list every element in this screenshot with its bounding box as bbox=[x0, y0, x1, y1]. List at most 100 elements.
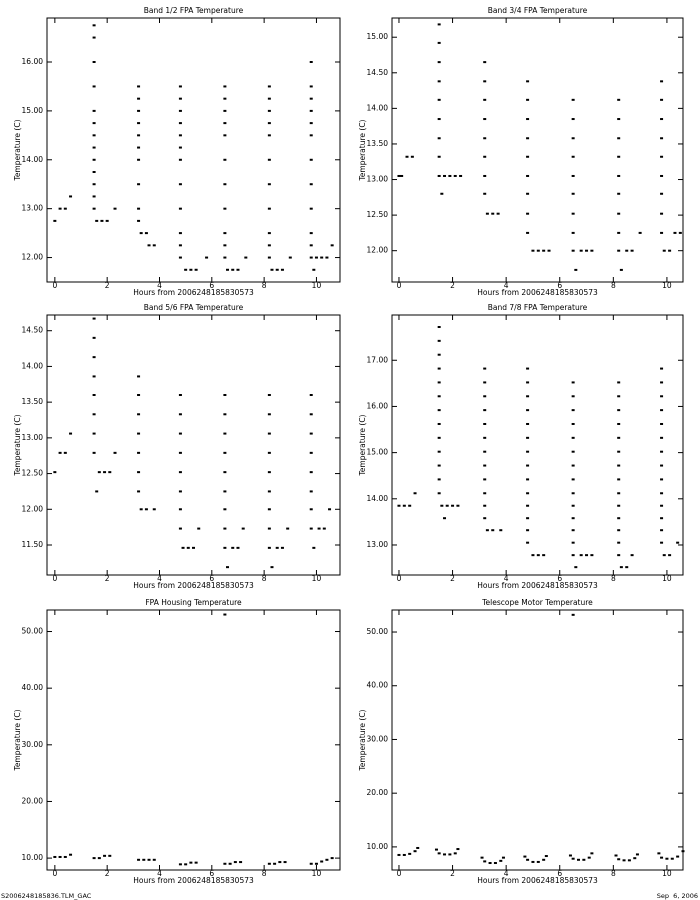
x-axis-label: Hours from 2006248185830573 bbox=[133, 288, 254, 297]
data-point bbox=[223, 490, 227, 493]
data-point bbox=[309, 432, 313, 435]
data-point bbox=[147, 858, 151, 861]
x-tick-label: 4 bbox=[157, 281, 162, 290]
data-point bbox=[236, 546, 240, 549]
y-tick-label: 12.50 bbox=[367, 210, 389, 219]
data-point bbox=[526, 118, 530, 121]
chart-title: Band 5/6 FPA Temperature bbox=[144, 303, 244, 312]
y-tick-label: 10.00 bbox=[22, 853, 44, 862]
data-point bbox=[108, 471, 112, 474]
y-tick-label: 13.50 bbox=[22, 397, 44, 406]
data-point bbox=[660, 436, 664, 439]
data-point bbox=[309, 862, 313, 865]
data-point bbox=[223, 432, 227, 435]
data-point bbox=[267, 244, 271, 247]
y-tick-label: 14.00 bbox=[22, 155, 44, 164]
x-tick-label: 6 bbox=[557, 869, 562, 878]
data-point bbox=[437, 367, 441, 370]
data-point bbox=[309, 413, 313, 416]
data-point bbox=[437, 852, 441, 855]
data-point bbox=[660, 541, 664, 544]
x-tick-label: 6 bbox=[209, 869, 214, 878]
data-point bbox=[660, 381, 664, 384]
data-point bbox=[614, 854, 618, 857]
data-point bbox=[536, 249, 540, 252]
data-point bbox=[480, 856, 484, 859]
footer-right: Sep 6, 2006 bbox=[657, 892, 698, 900]
data-point bbox=[178, 413, 182, 416]
data-point bbox=[526, 436, 530, 439]
data-point bbox=[137, 451, 141, 454]
y-tick-label: 30.00 bbox=[22, 740, 44, 749]
data-point bbox=[665, 857, 669, 860]
data-point bbox=[536, 860, 540, 863]
x-tick-label: 6 bbox=[557, 281, 562, 290]
data-point bbox=[330, 857, 334, 860]
x-tick-label: 6 bbox=[557, 574, 562, 583]
data-point bbox=[92, 85, 96, 88]
data-point bbox=[630, 554, 634, 557]
y-axis-label: Temperature (C) bbox=[13, 414, 22, 476]
data-point bbox=[267, 122, 271, 125]
data-point bbox=[571, 422, 575, 425]
data-point bbox=[267, 158, 271, 161]
data-point bbox=[660, 478, 664, 481]
data-point bbox=[69, 853, 73, 856]
data-point bbox=[223, 122, 227, 125]
y-tick-label: 14.50 bbox=[367, 68, 389, 77]
data-point bbox=[590, 249, 594, 252]
data-point bbox=[617, 231, 621, 234]
data-point bbox=[178, 490, 182, 493]
data-point bbox=[92, 317, 96, 320]
data-point bbox=[660, 212, 664, 215]
data-point bbox=[627, 859, 631, 862]
data-point bbox=[178, 232, 182, 235]
data-point bbox=[267, 546, 271, 549]
data-point bbox=[531, 554, 535, 557]
data-point bbox=[178, 451, 182, 454]
data-point bbox=[531, 860, 535, 863]
data-point bbox=[571, 118, 575, 121]
data-point bbox=[491, 529, 495, 532]
data-point bbox=[197, 527, 201, 530]
data-point bbox=[440, 504, 444, 507]
data-point bbox=[483, 192, 487, 195]
data-point bbox=[139, 508, 143, 511]
data-point bbox=[137, 219, 141, 222]
data-point bbox=[239, 861, 243, 864]
y-tick-label: 16.00 bbox=[367, 401, 389, 410]
data-point bbox=[437, 436, 441, 439]
data-point bbox=[488, 862, 492, 865]
data-point bbox=[440, 192, 444, 195]
data-point bbox=[244, 256, 248, 259]
data-point bbox=[236, 268, 240, 271]
data-point bbox=[139, 232, 143, 235]
data-point bbox=[309, 109, 313, 112]
data-point bbox=[668, 554, 672, 557]
data-point bbox=[437, 450, 441, 453]
data-point bbox=[585, 554, 589, 557]
data-point bbox=[617, 858, 621, 861]
data-point bbox=[58, 451, 62, 454]
x-axis-label: Hours from 2006248185830573 bbox=[477, 581, 598, 590]
data-point bbox=[152, 244, 156, 247]
data-point bbox=[92, 413, 96, 416]
data-point bbox=[325, 256, 329, 259]
data-point bbox=[617, 464, 621, 467]
data-point bbox=[267, 134, 271, 137]
data-point bbox=[617, 541, 621, 544]
data-point bbox=[97, 471, 101, 474]
chart-title: Band 7/8 FPA Temperature bbox=[488, 303, 588, 312]
data-point bbox=[267, 471, 271, 474]
chart-title: Band 1/2 FPA Temperature bbox=[144, 6, 244, 15]
data-point bbox=[223, 207, 227, 210]
data-point bbox=[526, 137, 530, 140]
data-point bbox=[137, 432, 141, 435]
data-point bbox=[483, 450, 487, 453]
data-point bbox=[617, 436, 621, 439]
data-point bbox=[113, 451, 117, 454]
data-point bbox=[483, 422, 487, 425]
data-point bbox=[437, 61, 441, 64]
data-point bbox=[184, 268, 188, 271]
